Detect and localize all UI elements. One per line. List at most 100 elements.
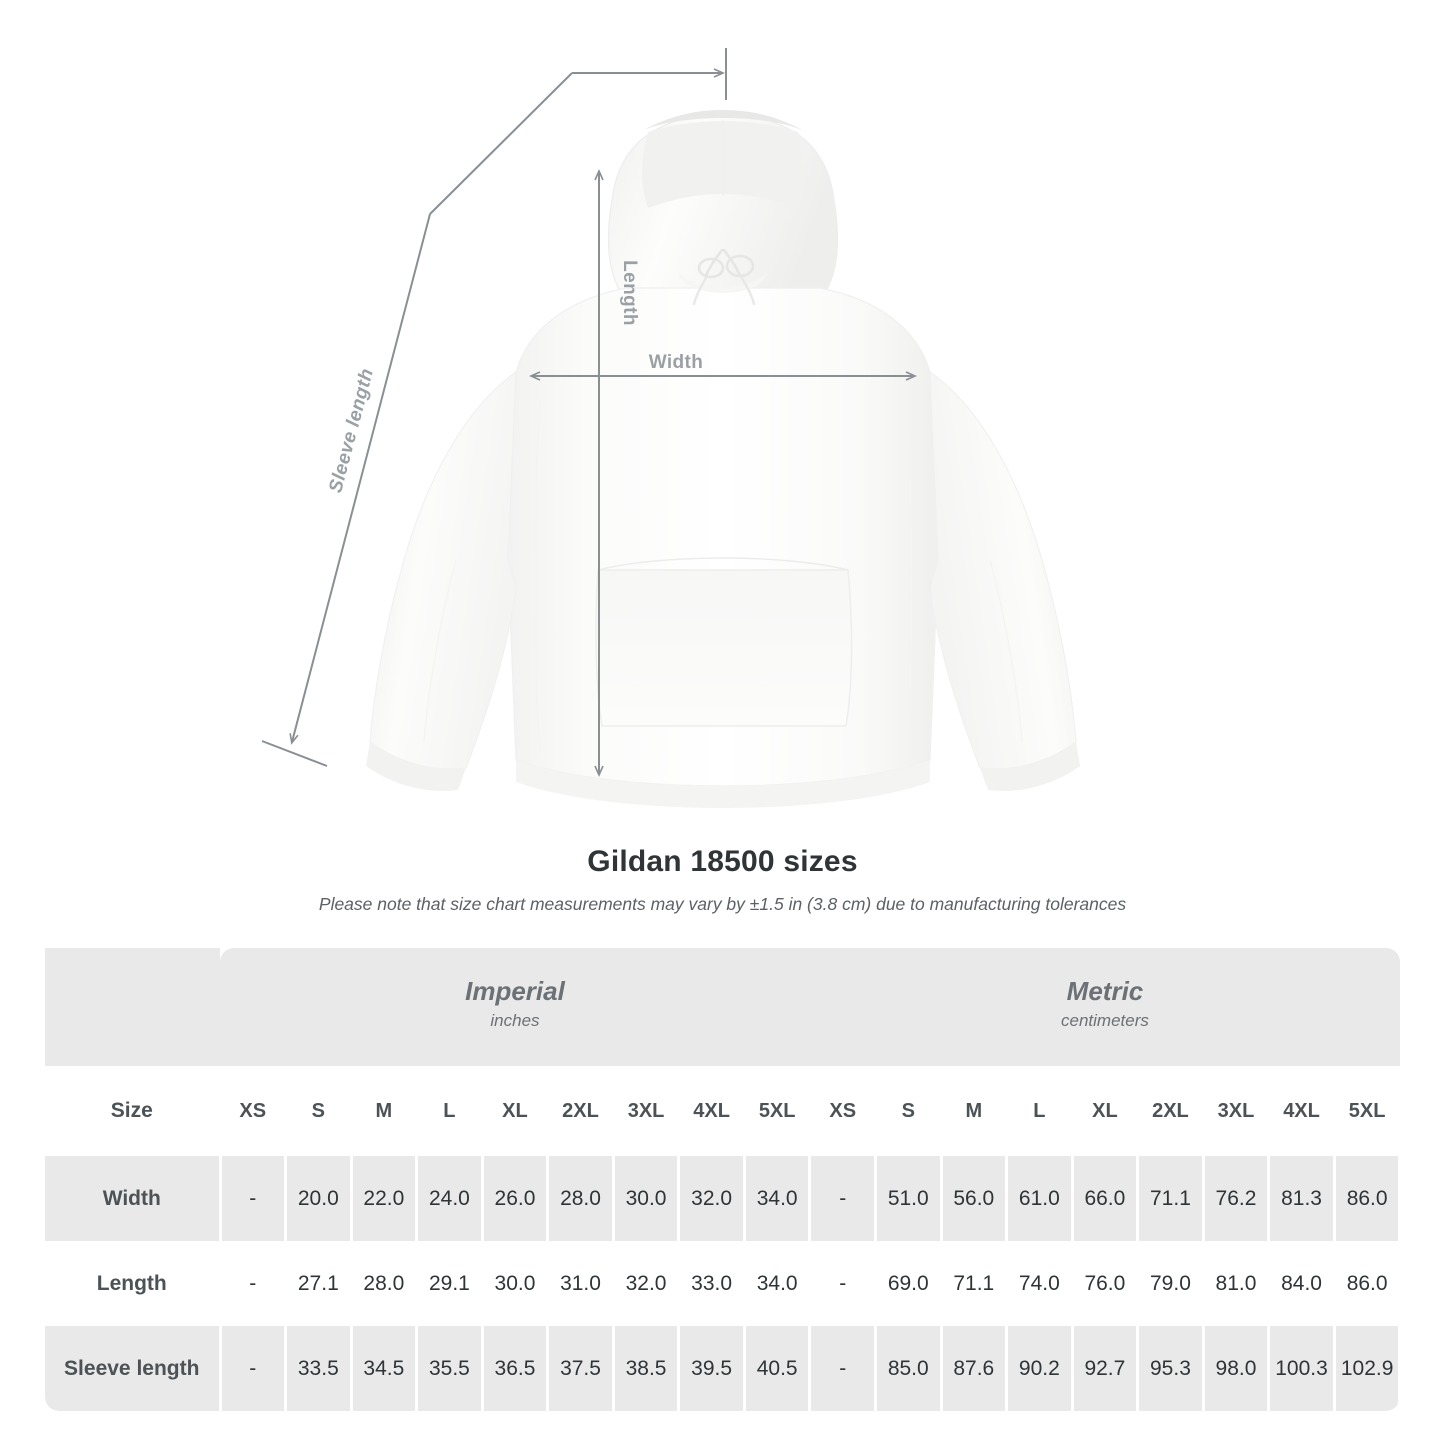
size-header-metric-l: L [1006, 1066, 1074, 1156]
cell-length-metric-s: 69.0 [875, 1241, 943, 1326]
size-header-imperial-2xl: 2XL [547, 1066, 615, 1156]
cell-sleeve-length-metric-s: 85.0 [875, 1326, 943, 1411]
table-row: Sleeve length -33.5 34.5 35.5 36.5 37.5 38.5 39… [45, 1326, 1402, 1411]
cell-length-metric-l: 74.0 [1006, 1241, 1074, 1326]
cell-length-metric-2xl: 79.0 [1137, 1241, 1205, 1326]
size-header-imperial-4xl: 4XL [678, 1066, 746, 1156]
row-label-length: Length [45, 1241, 222, 1326]
cell-sleeve-length-imperial-4xl: 39.5 [678, 1326, 746, 1411]
table-row: Length -27.1 28.0 29.1 30.0 31.0 32.0 33.0 34.0-… [45, 1241, 1402, 1326]
cell-width-imperial-xl: 26.0 [482, 1156, 550, 1241]
cell-length-imperial-xl: 30.0 [482, 1241, 550, 1326]
cell-length-metric-xl: 76.0 [1072, 1241, 1140, 1326]
cell-length-imperial-5xl: 34.0 [744, 1241, 812, 1326]
cell-width-metric-4xl: 81.3 [1268, 1156, 1336, 1241]
cell-sleeve-length-imperial-l: 35.5 [416, 1326, 484, 1411]
cell-width-metric-xs: - [808, 1156, 877, 1241]
size-header-metric-4xl: 4XL [1268, 1066, 1336, 1156]
unit-spacer-cell [45, 948, 220, 1066]
cell-length-imperial-xs: - [219, 1241, 288, 1326]
cell-width-imperial-4xl: 32.0 [678, 1156, 746, 1241]
row-label-width: Width [45, 1156, 222, 1241]
unit-imperial-name: Imperial [465, 976, 565, 1006]
cell-length-metric-xs: - [808, 1241, 877, 1326]
cell-sleeve-length-imperial-xs: - [219, 1326, 288, 1411]
length-label: Length [619, 260, 640, 326]
size-header-label: Size [45, 1066, 222, 1156]
cell-length-imperial-l: 29.1 [416, 1241, 484, 1326]
cell-sleeve-length-metric-4xl: 100.3 [1268, 1326, 1336, 1411]
unit-metric-sub: centimeters [1061, 1010, 1149, 1030]
hoodie-image [366, 110, 1080, 808]
sleeve-length-label: Sleeve length [325, 366, 378, 495]
cell-width-metric-l: 61.0 [1006, 1156, 1074, 1241]
cell-sleeve-length-metric-m: 87.6 [941, 1326, 1009, 1411]
cell-sleeve-length-metric-3xl: 98.0 [1203, 1326, 1271, 1411]
dimension-overlay: Sleeve length Length Width [261, 48, 917, 777]
cell-length-metric-3xl: 81.0 [1203, 1241, 1271, 1326]
cell-width-metric-xl: 66.0 [1072, 1156, 1140, 1241]
size-header-imperial-s: S [285, 1066, 353, 1156]
unit-header-row: Imperial inches Metric centimeters [45, 948, 1400, 1066]
width-label: Width [649, 352, 704, 373]
cell-width-metric-5xl: 86.0 [1334, 1156, 1402, 1241]
cell-length-imperial-2xl: 31.0 [547, 1241, 615, 1326]
cell-width-imperial-xs: - [219, 1156, 288, 1241]
size-header-metric-3xl: 3XL [1203, 1066, 1271, 1156]
table-row: Width -20.0 22.0 24.0 26.0 28.0 30.0 32.0 34.0-5… [45, 1156, 1402, 1241]
cell-sleeve-length-metric-xl: 92.7 [1072, 1326, 1140, 1411]
size-header-imperial-xs: XS [219, 1066, 288, 1156]
unit-imperial-sub: inches [490, 1010, 540, 1030]
cell-length-imperial-4xl: 33.0 [678, 1241, 746, 1326]
page-title: Gildan 18500 sizes [587, 845, 858, 878]
size-header-row: Size XS S M L XL 2XL 3XL 4XL 5XL XS S M L XL 2XL 3XL 4XL… [45, 1066, 1402, 1156]
tolerance-note: Please note that size chart measurements… [318, 894, 1127, 914]
cell-sleeve-length-imperial-3xl: 38.5 [613, 1326, 681, 1411]
sleeve-length-dimension [261, 48, 727, 767]
cell-width-imperial-5xl: 34.0 [744, 1156, 812, 1241]
size-header-imperial-l: L [416, 1066, 484, 1156]
cell-width-imperial-3xl: 30.0 [613, 1156, 681, 1241]
cell-sleeve-length-imperial-2xl: 37.5 [547, 1326, 615, 1411]
row-label-sleeve-length: Sleeve length [45, 1326, 222, 1411]
unit-metric-name: Metric [1066, 976, 1144, 1006]
size-header-metric-s: S [875, 1066, 943, 1156]
size-header-metric-5xl: 5XL [1334, 1066, 1402, 1156]
cell-sleeve-length-imperial-m: 34.5 [351, 1326, 419, 1411]
cell-width-imperial-2xl: 28.0 [547, 1156, 615, 1241]
size-table-container: Imperial inches Metric centimeters Size … [45, 948, 1402, 1411]
cell-width-imperial-m: 22.0 [351, 1156, 419, 1241]
size-header-metric-2xl: 2XL [1137, 1066, 1205, 1156]
cell-width-metric-2xl: 71.1 [1137, 1156, 1205, 1241]
size-header-imperial-3xl: 3XL [613, 1066, 681, 1156]
size-header-metric-xl: XL [1072, 1066, 1140, 1156]
cell-length-metric-m: 71.1 [941, 1241, 1009, 1326]
cell-length-imperial-3xl: 32.0 [613, 1241, 681, 1326]
size-header-imperial-m: M [351, 1066, 419, 1156]
unit-imperial-cell: Imperial inches [220, 948, 810, 1066]
hoodie-illustration: Sleeve length Length Width [261, 48, 1080, 808]
cell-width-imperial-l: 24.0 [416, 1156, 484, 1241]
cell-sleeve-length-metric-xs: - [808, 1326, 877, 1411]
cell-width-imperial-s: 20.0 [285, 1156, 353, 1241]
cell-sleeve-length-metric-5xl: 102.9 [1334, 1326, 1402, 1411]
cell-sleeve-length-imperial-xl: 36.5 [482, 1326, 550, 1411]
size-table: Imperial inches Metric centimeters Size … [45, 948, 1402, 1411]
cell-length-imperial-m: 28.0 [351, 1241, 419, 1326]
cell-sleeve-length-metric-2xl: 95.3 [1137, 1326, 1205, 1411]
cell-length-metric-5xl: 86.0 [1334, 1241, 1402, 1326]
size-header-metric-m: M [941, 1066, 1009, 1156]
cell-width-metric-s: 51.0 [875, 1156, 943, 1241]
cell-width-metric-m: 56.0 [941, 1156, 1009, 1241]
cell-length-metric-4xl: 84.0 [1268, 1241, 1336, 1326]
cell-sleeve-length-imperial-5xl: 40.5 [744, 1326, 812, 1411]
unit-metric-cell: Metric centimeters [809, 948, 1400, 1066]
cell-width-metric-3xl: 76.2 [1203, 1156, 1271, 1241]
size-header-metric-xs: XS [808, 1066, 877, 1156]
cell-length-imperial-s: 27.1 [285, 1241, 353, 1326]
cell-sleeve-length-imperial-s: 33.5 [285, 1326, 353, 1411]
title-block: Gildan 18500 sizes Please note that size… [0, 845, 1445, 915]
size-header-imperial-5xl: 5XL [744, 1066, 812, 1156]
cell-sleeve-length-metric-l: 90.2 [1006, 1326, 1074, 1411]
